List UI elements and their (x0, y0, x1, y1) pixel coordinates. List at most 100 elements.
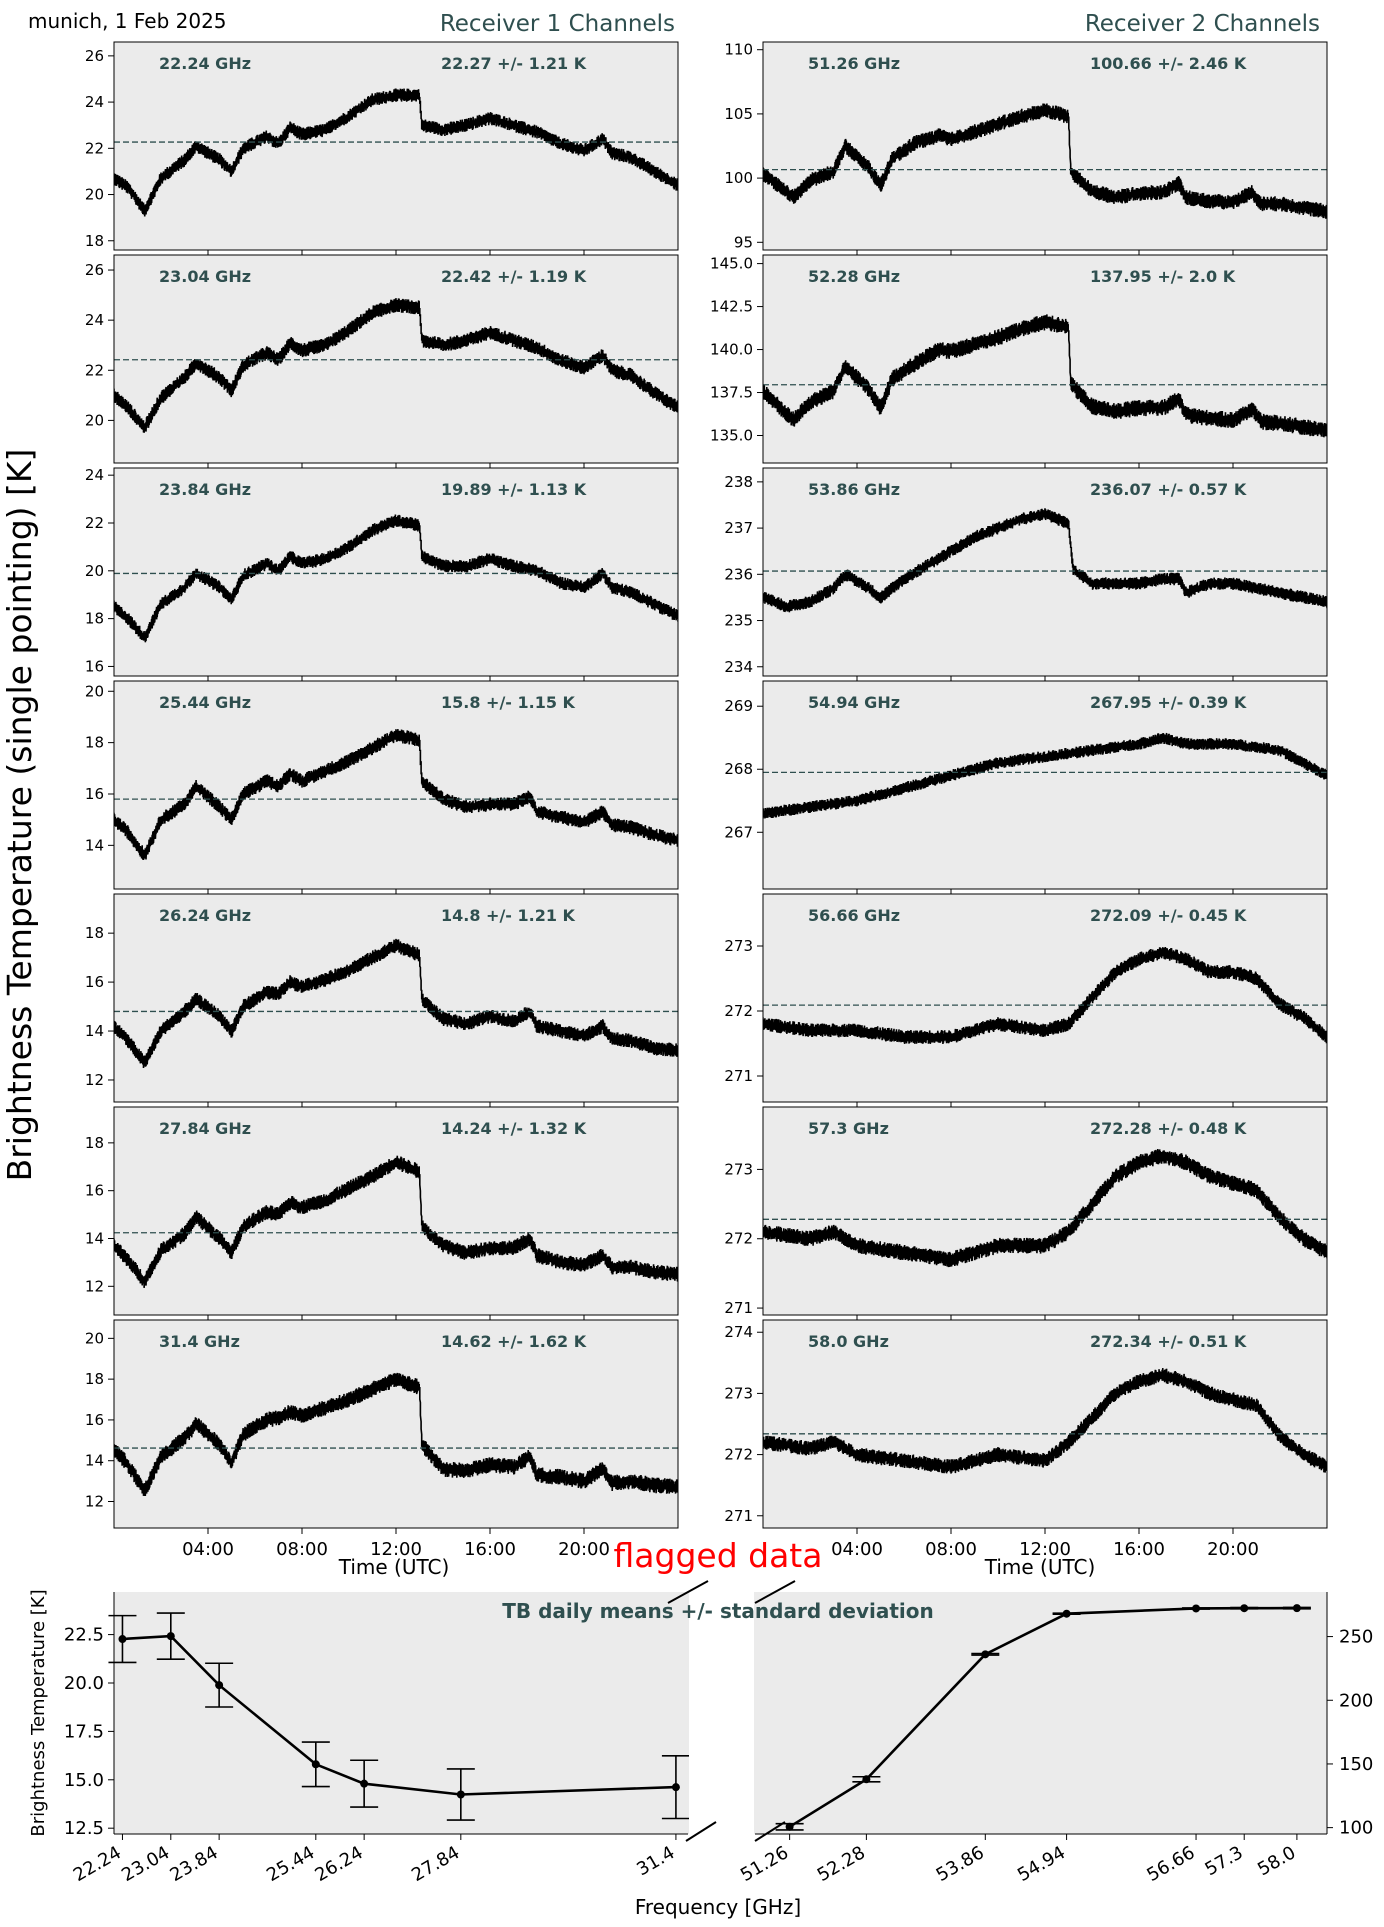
summary-right-y-tick-label: 150 (1339, 1754, 1373, 1775)
channel-mean-std-label: 15.8 +/- 1.15 K (441, 693, 576, 712)
flagged-data-label: flagged data (614, 1536, 823, 1575)
y-tick-label: 14 (85, 1022, 104, 1040)
mean-point (785, 1822, 794, 1831)
receiver2-title: Receiver 2 Channels (1085, 11, 1320, 37)
time-tick-label: 20:00 (558, 1539, 610, 1560)
y-tick-label: 18 (85, 610, 104, 628)
y-tick-label: 269 (724, 697, 753, 715)
global-y-axis-label: Brightness Temperature (single pointing)… (0, 449, 39, 1182)
time-tick-label: 04:00 (182, 1539, 234, 1560)
y-tick-label: 20 (85, 1329, 104, 1347)
mean-point (360, 1779, 369, 1788)
y-tick-label: 18 (85, 734, 104, 752)
summary-left-y-tick-label: 17.5 (64, 1721, 104, 1742)
summary-title: TB daily means +/- standard deviation (502, 1599, 934, 1623)
time-tick-label: 12:00 (370, 1539, 422, 1560)
panel-background (763, 42, 1327, 250)
panel-receiver1-4: 12 14 16 18 26.24 GHz 14.8 +/- 1.21 K (85, 893, 679, 1108)
time-tick-label: 16:00 (464, 1539, 516, 1560)
y-tick-label: 145.0 (710, 255, 753, 273)
brightness-temperature-trace (114, 938, 678, 1069)
axis-break-gap (689, 1578, 754, 1850)
panel-background (763, 894, 1327, 1102)
channel-frequency-label: 51.26 GHz (808, 54, 900, 73)
panel-background (114, 255, 678, 463)
mean-point (118, 1635, 127, 1644)
channel-mean-std-label: 14.24 +/- 1.32 K (441, 1119, 587, 1138)
axis-break-marker (754, 1821, 786, 1842)
channel-mean-std-label: 267.95 +/- 0.39 K (1090, 693, 1247, 712)
y-tick-label: 12 (85, 1277, 104, 1295)
panel-background (114, 42, 678, 250)
channel-frequency-label: 58.0 GHz (808, 1332, 889, 1351)
mean-point (166, 1632, 175, 1641)
channel-mean-std-label: 236.07 +/- 0.57 K (1090, 480, 1247, 499)
panel-background (763, 468, 1327, 676)
panel-receiver1-1: 20 22 24 26 23.04 GHz 22.42 +/- 1.19 K (85, 254, 679, 469)
channel-frequency-label: 23.04 GHz (159, 267, 251, 286)
mean-point (862, 1775, 871, 1784)
time-tick-label: 20:00 (1207, 1539, 1259, 1560)
brightness-temperature-trace (763, 732, 1327, 819)
channel-frequency-label: 52.28 GHz (808, 267, 900, 286)
channel-mean-std-label: 272.09 +/- 0.45 K (1090, 906, 1247, 925)
channel-mean-std-label: 272.28 +/- 0.48 K (1090, 1119, 1247, 1138)
y-tick-label: 142.5 (710, 298, 753, 316)
brightness-temperature-trace (763, 508, 1327, 613)
y-tick-label: 237 (724, 519, 753, 537)
summary-right-y-tick-label: 200 (1339, 1690, 1373, 1711)
brightness-temperature-trace (114, 1372, 678, 1497)
channel-frequency-label: 22.24 GHz (159, 54, 251, 73)
panel-background (114, 894, 678, 1102)
y-tick-label: 20 (85, 682, 104, 700)
receiver1-title: Receiver 1 Channels (440, 11, 675, 37)
y-tick-label: 16 (85, 1411, 104, 1429)
freq-tick-label: 31.4 (633, 1842, 678, 1880)
y-tick-label: 16 (85, 1182, 104, 1200)
channel-frequency-label: 57.3 GHz (808, 1119, 889, 1138)
brightness-temperature-trace (763, 314, 1327, 438)
brightness-temperature-trace (763, 946, 1327, 1045)
summary-left-y-tick-label: 12.5 (64, 1818, 104, 1839)
panel-receiver1-6: 12 14 16 18 20 31.4 GHz 14.62 +/- 1.62 K 04:00 0… (85, 1319, 679, 1560)
summary-y-axis-label: Brightness Temperature [K] (28, 1589, 49, 1836)
y-tick-label: 235 (724, 612, 753, 630)
y-tick-label: 137.5 (710, 384, 753, 402)
channel-frequency-label: 26.24 GHz (159, 906, 251, 925)
panel-receiver2-1: 135.0 137.5 140.0 142.5 145.0 52.28 GHz 137.95… (710, 254, 1328, 469)
freq-tick-label: 52.28 (814, 1842, 869, 1886)
y-tick-label: 271 (724, 1299, 753, 1317)
brightness-temperature-trace (114, 1155, 678, 1288)
y-tick-label: 273 (724, 1160, 753, 1178)
panel-receiver2-2: 234 235 236 237 238 53.86 GHz 236.07 +/- 0.57 … (724, 467, 1328, 682)
brightness-temperature-trace (114, 298, 678, 433)
freq-tick-label: 57.3 (1202, 1842, 1247, 1880)
y-tick-label: 272 (724, 1002, 753, 1020)
y-tick-label: 20 (85, 186, 104, 204)
freq-tick-label: 23.84 (167, 1842, 222, 1886)
y-tick-label: 273 (724, 937, 753, 955)
mean-point (215, 1681, 224, 1690)
location-date: munich, 1 Feb 2025 (28, 9, 227, 33)
channel-mean-std-label: 22.27 +/- 1.21 K (441, 54, 587, 73)
panel-background (763, 681, 1327, 889)
y-tick-label: 12 (85, 1071, 104, 1089)
summary-left-y-tick-label: 15.0 (64, 1770, 104, 1791)
y-tick-label: 272 (724, 1230, 753, 1248)
panel-receiver1-5: 12 14 16 18 27.84 GHz 14.24 +/- 1.32 K (85, 1106, 679, 1321)
panel-receiver2-0: 95 100 105 110 51.26 GHz 100.66 +/- 2.46 K (724, 41, 1328, 256)
panel-background (114, 468, 678, 676)
y-tick-label: 18 (85, 1134, 104, 1152)
panel-background (114, 681, 678, 889)
y-tick-label: 16 (85, 973, 104, 991)
y-tick-label: 234 (724, 658, 753, 676)
y-tick-label: 236 (724, 565, 753, 583)
mean-point (1292, 1604, 1301, 1613)
y-tick-label: 110 (724, 41, 753, 59)
y-tick-label: 18 (85, 1370, 104, 1388)
y-tick-label: 273 (724, 1384, 753, 1402)
y-tick-label: 24 (85, 311, 104, 329)
y-tick-label: 26 (85, 47, 104, 65)
